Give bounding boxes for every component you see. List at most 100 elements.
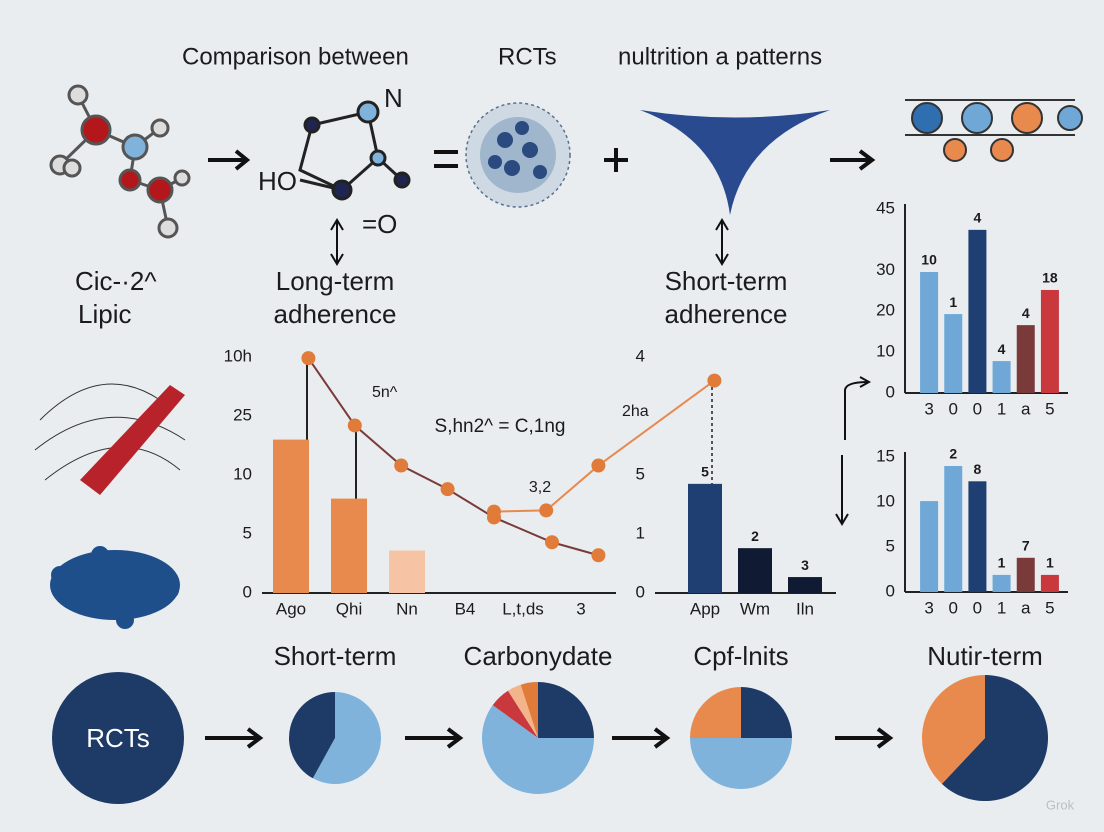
pie-slice: [538, 682, 594, 738]
molecule: [49, 84, 191, 239]
pie-slice: [482, 705, 594, 795]
pie-slice: [492, 690, 538, 738]
bar: [788, 577, 822, 593]
annotation: 2ha: [622, 403, 649, 420]
line-point: [591, 458, 606, 473]
arrow: [208, 149, 251, 171]
y-tick-label: 15: [876, 446, 895, 465]
y-tick-label: 10: [876, 491, 895, 510]
arrow: [835, 455, 849, 526]
x-tick-label: 5: [1045, 598, 1054, 617]
side-label: Cic-·2^: [75, 266, 157, 296]
bar-tag: 4: [1022, 305, 1030, 321]
x-tick-label: 0: [949, 598, 958, 617]
y-tick-label: 5: [886, 536, 895, 555]
atom-label: =O: [362, 209, 397, 239]
bar-tag: 3: [801, 557, 809, 573]
pie-slice: [690, 687, 741, 738]
bar-tag: 5: [701, 464, 709, 480]
bar: [968, 229, 987, 393]
pie-slice: [690, 738, 792, 789]
pie-title: Nutir-term: [927, 641, 1043, 671]
equation: S,hn2^ = C,1ng: [435, 416, 566, 437]
bar: [1040, 289, 1059, 393]
lattice: [905, 99, 1083, 162]
y-tick-label: 10h: [224, 346, 252, 365]
x-tick-label: Wm: [740, 599, 770, 618]
bar-tag: 2: [751, 528, 759, 544]
y-tick-label: 1: [636, 523, 645, 542]
watermark: Grok: [1046, 797, 1075, 812]
bar: [968, 481, 987, 592]
bar-tag: 1: [998, 555, 1006, 571]
rcts-label: RCTs: [86, 723, 150, 753]
x-tick-label: a: [1021, 399, 1031, 418]
pie-slice: [741, 687, 792, 738]
pie-slice: [288, 692, 335, 779]
adherence-label: adherence: [665, 299, 788, 329]
y-tick-label: 4: [636, 346, 645, 365]
title-part: RCTs: [498, 43, 557, 70]
line-point: [301, 351, 316, 366]
bead-cluster: [640, 110, 830, 215]
y-tick-label: 30: [876, 260, 895, 279]
bar-tag: 1: [1046, 555, 1054, 571]
x-tick-label: Iln: [796, 599, 814, 618]
pie-slice: [507, 684, 538, 738]
y-tick-label: 5: [636, 464, 645, 483]
x-tick-label: Qhi: [336, 599, 362, 618]
x-tick-label: Ago: [276, 599, 306, 618]
bar-tag: 8: [974, 461, 982, 477]
plus: [604, 148, 628, 172]
adherence-label: Long-term: [276, 266, 395, 296]
title-part: nultrition a patterns: [618, 43, 822, 70]
x-tick-label: 0: [973, 399, 982, 418]
pie-slice: [312, 692, 381, 784]
line-point: [539, 503, 554, 518]
line-point: [440, 482, 455, 497]
arrow: [844, 376, 872, 440]
arrow: [835, 727, 894, 749]
x-tick-label: 5: [1045, 399, 1054, 418]
x-tick-label: 3: [924, 399, 933, 418]
bar: [944, 314, 963, 393]
pie-slice: [922, 675, 985, 784]
bar: [992, 574, 1011, 592]
line-point: [487, 504, 501, 519]
pie-title: Cpf-lnits: [693, 641, 788, 671]
bar: [920, 501, 939, 592]
bar-tag: 2: [949, 446, 957, 462]
line-point: [707, 373, 722, 388]
annotation: 5n^: [372, 384, 398, 401]
x-tick-label: App: [690, 599, 720, 618]
line-point: [591, 548, 606, 563]
bar-tag: 1: [949, 294, 957, 310]
pie-slice: [520, 682, 538, 738]
y-tick-label: 20: [876, 301, 895, 320]
bar-tag: 4: [998, 341, 1006, 357]
title-part: Comparison between: [182, 43, 409, 70]
fiber: [34, 383, 186, 495]
x-tick-label: 3: [924, 598, 933, 617]
line-point: [394, 458, 409, 473]
molecule: [298, 100, 411, 201]
bar: [944, 466, 963, 592]
y-tick-label: 45: [876, 198, 895, 217]
line-point: [347, 418, 362, 433]
x-tick-label: 1: [997, 598, 1006, 617]
x-tick-label: B4: [455, 599, 476, 618]
x-tick-label: 3: [576, 599, 585, 618]
line-point: [545, 535, 559, 550]
double-arrow: [715, 218, 729, 266]
x-tick-label: a: [1021, 598, 1031, 617]
bar: [992, 361, 1011, 393]
bead-cluster: [50, 546, 180, 629]
y-tick-label: 10: [876, 342, 895, 361]
bar: [1016, 557, 1035, 592]
arrow: [830, 149, 876, 171]
bar: [920, 271, 939, 393]
bar-tag: 10: [921, 252, 937, 268]
bar: [389, 550, 425, 593]
equals: [434, 150, 458, 168]
